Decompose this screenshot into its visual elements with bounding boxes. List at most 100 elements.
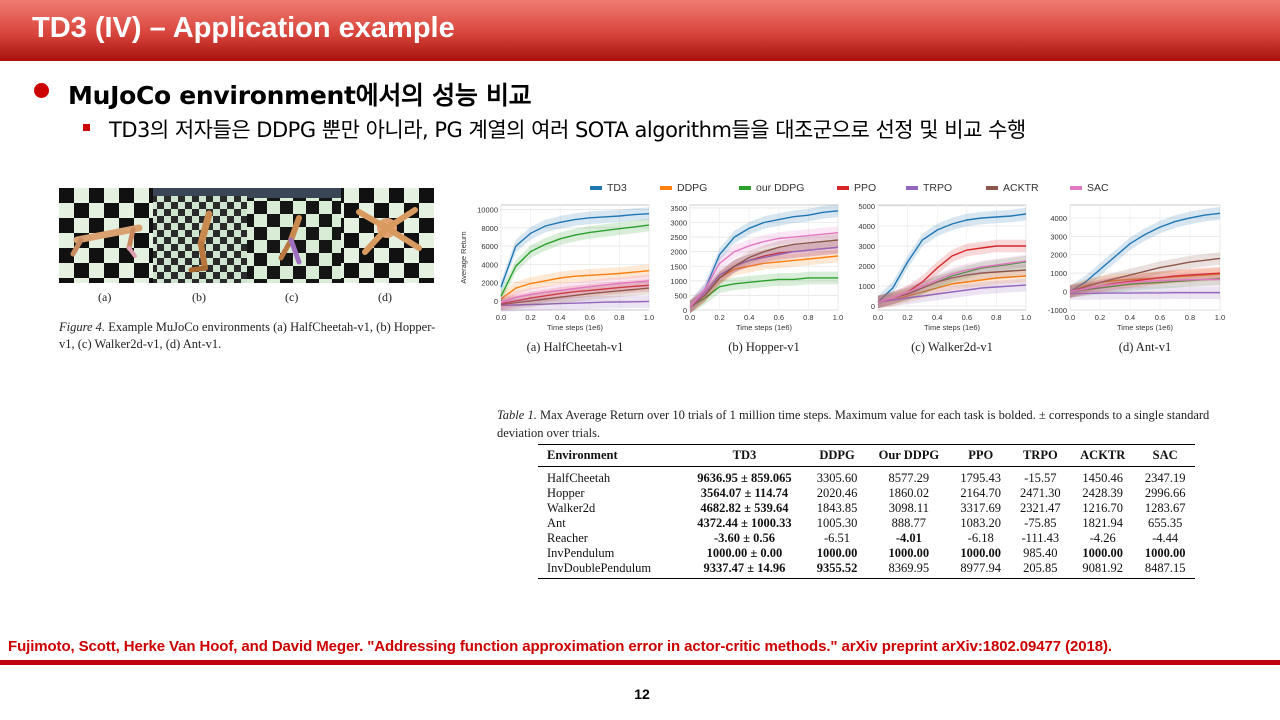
x-tick-label: 0.8: [614, 313, 624, 322]
y-tick-label: 3500: [670, 204, 687, 213]
y-tick-label: 3000: [858, 242, 875, 251]
y-tick-label: 10000: [477, 206, 498, 215]
table-cell: 888.77: [891, 516, 927, 530]
slide-title: TD3 (IV) – Application example: [32, 12, 455, 44]
series-line: [877, 284, 1027, 303]
series-line: [689, 239, 839, 308]
series-line: [877, 275, 1027, 303]
table-cell: 8577.29: [888, 471, 930, 485]
legend-swatch: [590, 186, 602, 191]
legend-label: TD3: [607, 182, 627, 194]
table-row: Hopper 3564.07 ± 114.74 2020.46 1860.02 2164…: [538, 486, 1195, 501]
x-tick-label: 0.0: [685, 313, 695, 322]
x-tick-label: 0.6: [1155, 313, 1165, 322]
table-cell: -4.44: [1152, 531, 1179, 545]
table-cell: 1216.70: [1082, 501, 1124, 515]
table-cell: 1283.67: [1144, 501, 1186, 515]
legend-label: ACKTR: [1003, 182, 1039, 194]
table-cell: 8977.94: [950, 561, 1011, 579]
y-axis-label: Average Return: [459, 231, 468, 283]
panel-label-a: (a): [98, 290, 112, 304]
y-tick-label: 2000: [481, 279, 498, 288]
table-cell: 1821.94: [1082, 516, 1124, 530]
x-axis-label: Time steps (1e6): [736, 323, 792, 332]
series-line: [500, 284, 650, 305]
table-body: HalfCheetah 9636.95 ± 859.065 3305.60 8577.…: [538, 467, 1195, 579]
x-tick-label: 0.6: [585, 313, 595, 322]
legend-label: SAC: [1087, 182, 1109, 194]
x-tick-label: 0.2: [525, 313, 535, 322]
table-row: InvPendulum 1000.00 ± 0.00 1000.00 1000.00 1…: [538, 546, 1195, 561]
table-cell: 4682.82 ± 539.64: [700, 501, 789, 515]
series-line: [689, 277, 838, 308]
table-cell: 1000.00: [960, 546, 1002, 560]
x-axis-label: Time steps (1e6): [547, 323, 603, 332]
y-tick-label: 500: [674, 291, 687, 300]
x-tick-label: 0.2: [902, 313, 912, 322]
x-tick-label: 0.4: [932, 313, 942, 322]
x-tick-label: 1.0: [1215, 313, 1225, 322]
y-tick-label: 3000: [1050, 232, 1067, 241]
series-line: [689, 246, 839, 308]
series-band: [878, 255, 1026, 309]
series-band: [501, 279, 649, 310]
table-cell: 205.85: [1010, 561, 1071, 579]
series-band: [878, 254, 1026, 309]
table-cell: 9636.95 ± 859.065: [697, 471, 792, 485]
panel-label-d: (d): [378, 290, 392, 304]
table-cell: -15.57: [1024, 471, 1057, 485]
table-cell: 8487.15: [1135, 561, 1195, 579]
table-cell: -4.26: [1089, 531, 1116, 545]
chart-title: (b) Hopper-v1: [728, 340, 800, 354]
table-cell: 4372.44 ± 1000.33: [697, 516, 792, 530]
y-tick-label: 0: [871, 302, 875, 311]
chart-title: (a) HalfCheetah-v1: [527, 340, 624, 354]
legend-swatch: [986, 186, 998, 191]
table-cell: InvDoublePendulum: [538, 561, 682, 579]
y-tick-label: 4000: [858, 222, 875, 231]
title-underline: [0, 58, 1280, 61]
series-line: [877, 260, 1027, 303]
y-tick-label: 1000: [858, 282, 875, 291]
table-cell: 9337.47 ± 14.96: [681, 561, 808, 579]
y-tick-label: 1000: [670, 277, 687, 286]
table-cell: 1843.85: [816, 501, 858, 515]
table-cell: 655.35: [1147, 516, 1183, 530]
x-tick-label: 1.0: [1021, 313, 1031, 322]
table-cell: Walker2d: [547, 501, 596, 515]
panel-label-b: (b): [192, 290, 206, 304]
table-cell: -111.43: [1021, 531, 1060, 545]
series-line: [1069, 212, 1221, 293]
chart-panel: -1000 0 1000 2000 3000 4000 0.0 0.2 0.4 0.6 0.8 1.0…: [1048, 204, 1225, 354]
series-line: [1070, 292, 1220, 295]
table-cell: 985.40: [1023, 546, 1058, 560]
y-tick-label: 4000: [481, 260, 498, 269]
table-cell: 1795.43: [960, 471, 1002, 485]
table-header-cell: SAC: [1135, 444, 1195, 467]
table-header-cell: TD3: [681, 444, 808, 467]
y-tick-label: 2000: [1050, 251, 1067, 260]
bullet-level2: TD3의 저자들은 DDPG 뿐만 아니라, PG 계열의 여러 SOTA al…: [109, 118, 1026, 142]
legend-item-acktr: ACKTR: [986, 182, 1039, 194]
x-tick-label: 0.4: [555, 313, 565, 322]
bullet-dot-icon: [34, 83, 49, 98]
legend-item-trpo: TRPO: [906, 182, 952, 194]
y-tick-label: 2500: [670, 233, 687, 242]
table-cell: 2347.19: [1144, 471, 1186, 485]
figure-caption-text: Example MuJoCo environments (a) HalfChee…: [59, 320, 436, 351]
legend-item-td3: TD3: [590, 182, 627, 194]
table-caption-text: Max Average Return over 10 trials of 1 m…: [497, 408, 1210, 440]
y-tick-label: 0: [1063, 288, 1067, 297]
series-line: [500, 287, 650, 306]
chart-panel: 0 500 1000 1500 2000 2500 3000 3500 0.0 0.2 0.4 0.6…: [670, 204, 843, 354]
table-cell: -75.85: [1024, 516, 1057, 530]
table-cell: 1450.46: [1082, 471, 1124, 485]
table-cell: 1000.00: [1144, 546, 1186, 560]
table-header-cell: TRPO: [1010, 444, 1071, 467]
y-tick-label: 4000: [1050, 214, 1067, 223]
legend-item-ddpg: DDPG: [660, 182, 707, 194]
y-tick-label: 0: [494, 297, 498, 306]
table-cell: HalfCheetah: [547, 471, 611, 485]
series-line: [500, 270, 650, 300]
table-cell: 2471.30: [1020, 486, 1061, 500]
